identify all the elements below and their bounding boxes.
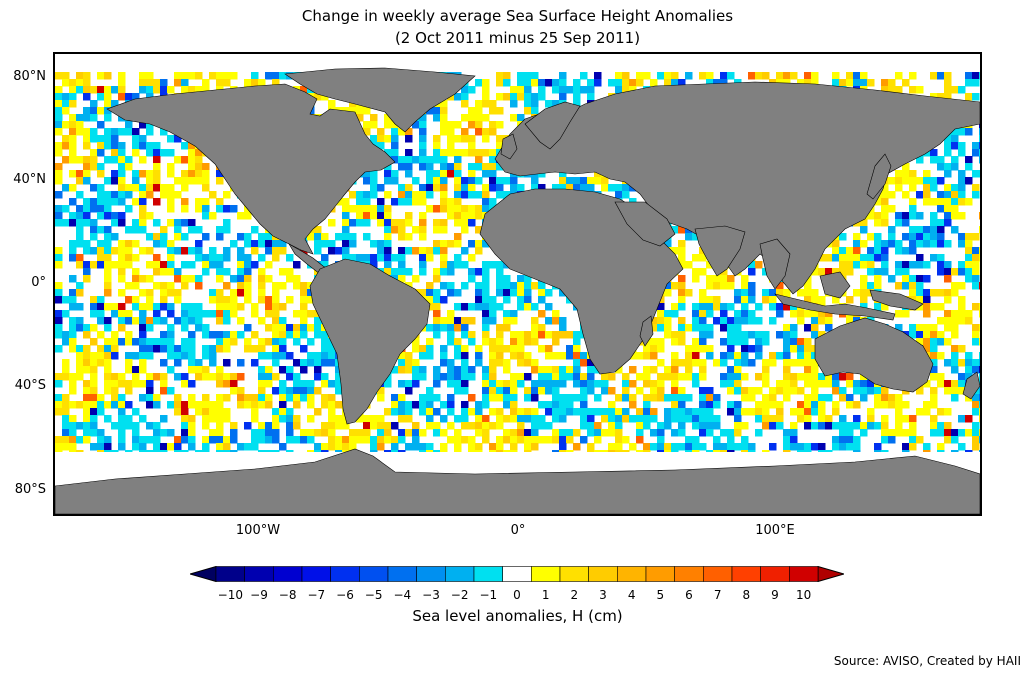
landmasses [55, 67, 980, 514]
land-north-america [106, 83, 396, 255]
map-subtitle: (2 Oct 2011 minus 25 Sep 2011) [394, 29, 641, 47]
land-arabia [614, 201, 676, 247]
colorbar-tick-label: 6 [685, 588, 693, 602]
land-new-guinea [869, 289, 924, 311]
colorbar-tick-label: 1 [541, 588, 550, 602]
land-greenland [284, 67, 476, 133]
source-credit: Source: AVISO, Created by HAII [833, 654, 1021, 668]
colorbar-swatch [301, 566, 331, 582]
colorbar-swatch [645, 566, 675, 582]
colorbar-tick-label: −4 [393, 588, 412, 602]
colorbar-tick-label: −1 [479, 588, 498, 602]
colorbar-swatch [588, 566, 618, 582]
x-tick-label: 0° [510, 523, 526, 538]
colorbar-swatch [703, 566, 733, 582]
colorbar-tick-label: −10 [217, 588, 243, 602]
colorbar-tick-label: −2 [450, 588, 469, 602]
land-antarctica [55, 448, 980, 514]
map-frame [53, 52, 982, 516]
land-british-isles [500, 133, 518, 160]
colorbar-extend-high [817, 566, 844, 582]
colorbar-tick-label: 8 [742, 588, 751, 602]
colorbar [190, 566, 844, 582]
land-eurasia [494, 81, 980, 295]
colorbar-swatch [789, 566, 819, 582]
colorbar-swatch [244, 566, 274, 582]
colorbar-tick-label: 7 [713, 588, 722, 602]
land-new-zealand [962, 371, 980, 400]
world-map [55, 54, 980, 514]
colorbar-swatch [731, 566, 761, 582]
colorbar-tick-label: 2 [570, 588, 579, 602]
colorbar-swatch [445, 566, 475, 582]
colorbar-swatch [330, 566, 360, 582]
land-indonesia [774, 293, 896, 321]
colorbar-tick-label: −6 [336, 588, 354, 602]
x-tick-label: 100°W [235, 523, 281, 538]
y-tick-label: 80°S [14, 482, 46, 497]
land-borneo [819, 271, 851, 299]
colorbar-tick-label: 10 [796, 588, 812, 602]
land-india [694, 225, 746, 277]
colorbar-swatch [416, 566, 446, 582]
colorbar-swatch [502, 566, 532, 582]
colorbar-swatch [359, 566, 389, 582]
y-tick-label: 80°N [13, 69, 46, 84]
colorbar-tick-label: −8 [278, 588, 297, 602]
colorbar-title: Sea level anomalies, H (cm) [412, 607, 623, 625]
colorbar-swatch [531, 566, 561, 582]
colorbar-swatch [387, 566, 417, 582]
land-australia [814, 317, 934, 393]
colorbar-swatch [760, 566, 790, 582]
x-tick-label: 100°E [755, 523, 795, 538]
colorbar-swatch [674, 566, 704, 582]
land-scandinavia [524, 101, 581, 150]
colorbar-swatch [473, 566, 503, 582]
land-madagascar [639, 315, 654, 347]
colorbar-swatch [215, 566, 245, 582]
land-japan [866, 153, 892, 200]
y-tick-label: 40°S [14, 378, 46, 393]
colorbar-swatch [559, 566, 589, 582]
colorbar-tick-label: 9 [771, 588, 779, 602]
colorbar-swatch [617, 566, 647, 582]
map-title: Change in weekly average Sea Surface Hei… [301, 7, 734, 25]
colorbar-extend-low [190, 566, 217, 582]
y-tick-label: 40°N [13, 172, 46, 187]
colorbar-swatch [273, 566, 303, 582]
colorbar-tick-label: −5 [364, 588, 383, 602]
land-indochina [759, 238, 791, 290]
colorbar-tick-label: 0 [513, 588, 521, 602]
land-south-america [309, 258, 431, 425]
colorbar-tick-label: 3 [599, 588, 607, 602]
colorbar-tick-label: 4 [627, 588, 636, 602]
colorbar-tick-label: −9 [250, 588, 268, 602]
colorbar-tick-label: −7 [307, 588, 326, 602]
y-tick-label: 0° [31, 275, 46, 290]
colorbar-tick-label: −3 [422, 588, 440, 602]
colorbar-tick-label: 5 [656, 588, 665, 602]
